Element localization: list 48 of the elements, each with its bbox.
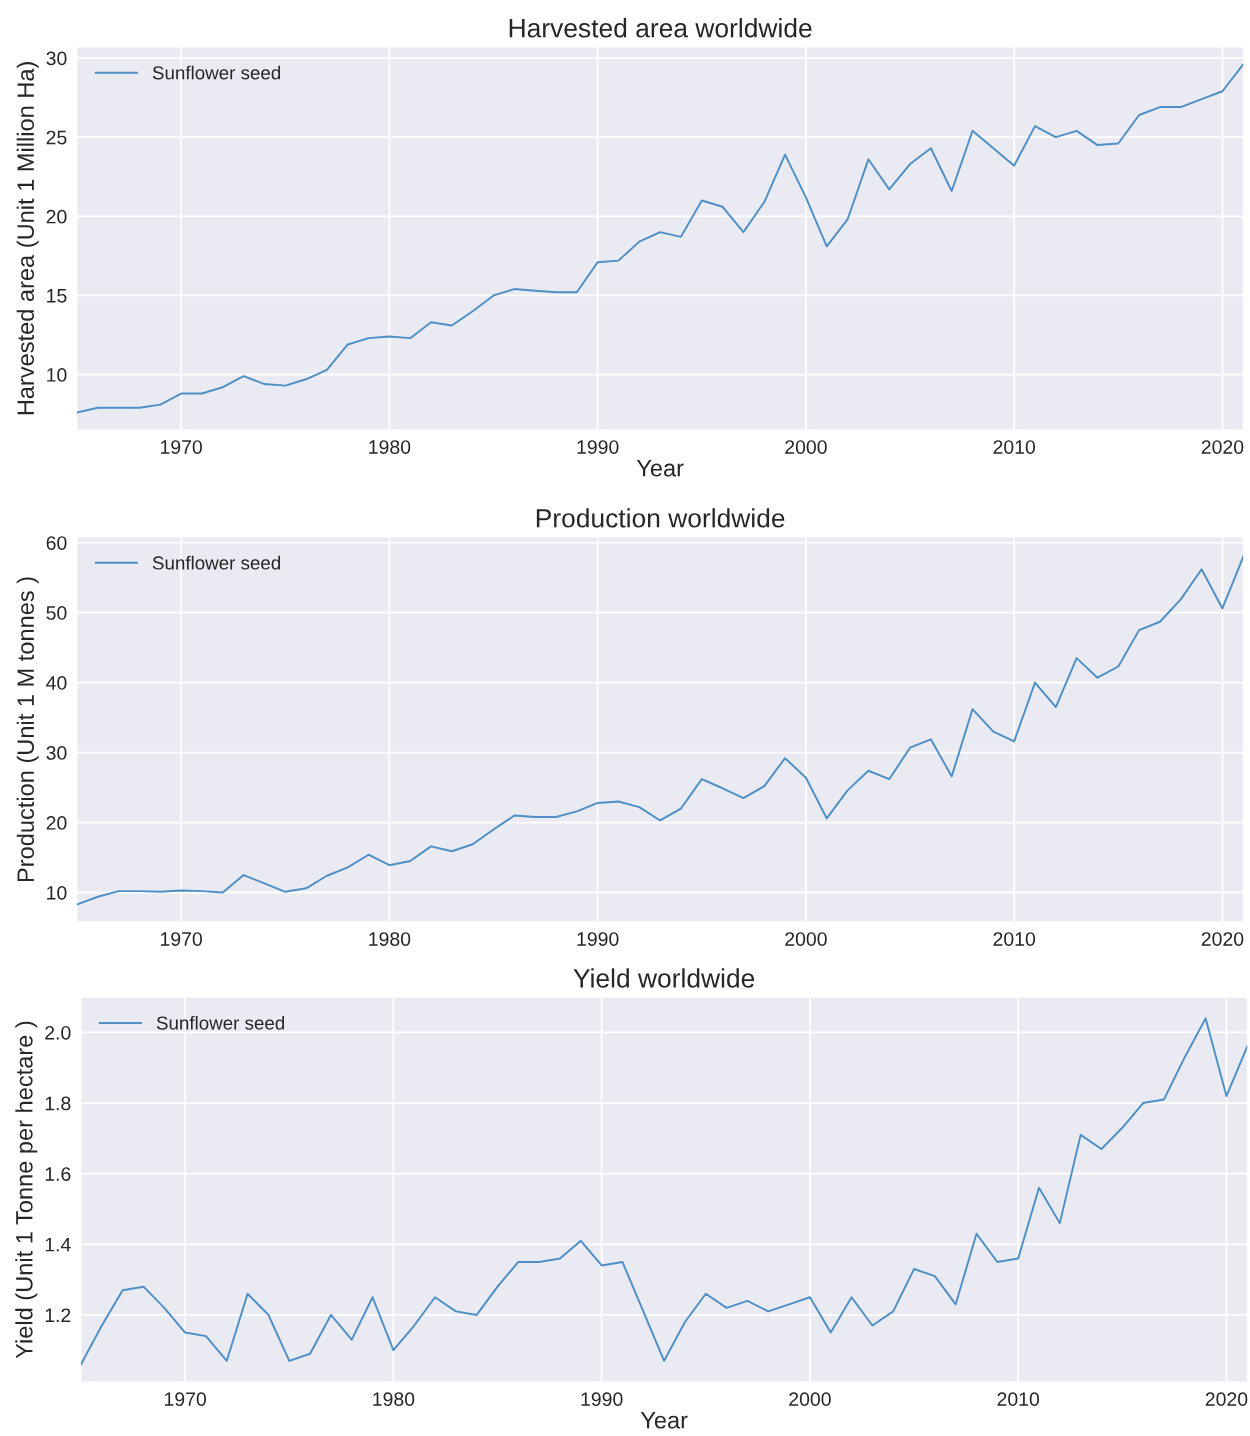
x-tick-label: 1970	[164, 1392, 206, 1407]
y-tick-label: 1.8	[45, 1096, 71, 1111]
y-tick-label: 50	[46, 606, 67, 620]
legend-label: Sunflower seed	[152, 555, 281, 570]
y-tick-label: 60	[46, 536, 67, 550]
x-tick-label: 1970	[160, 440, 202, 454]
legend-label: Sunflower seed	[152, 65, 281, 80]
x-tick-label: 2020	[1201, 440, 1244, 454]
x-tick-label: 2020	[1201, 932, 1244, 946]
x-tick-label: 1980	[369, 440, 411, 454]
x-tick-label: 1990	[577, 932, 619, 946]
y-tick-label: 1.6	[45, 1167, 71, 1181]
y-tick-label: 10	[47, 885, 67, 900]
y-tick-label: 40	[46, 676, 67, 690]
y-axis-title: Harvested area (Unit 1 Million Ha)	[16, 62, 39, 415]
x-tick-label: 1990	[577, 440, 619, 454]
line-series	[77, 63, 1244, 414]
y-tick-label: 1.2	[45, 1308, 71, 1322]
y-tick-label: 25	[46, 130, 67, 145]
x-tick-label: 2010	[993, 440, 1036, 454]
y-tick-label: 30	[46, 51, 67, 66]
y-tick-label: 20	[46, 209, 67, 224]
y-tick-label: 1.4	[45, 1237, 71, 1252]
x-tick-label: 2020	[1205, 1392, 1248, 1407]
x-tick-label: 2000	[789, 1392, 831, 1407]
chart-title: Harvested area worldwide	[509, 18, 812, 38]
x-tick-label: 1980	[373, 1392, 415, 1407]
y-tick-label: 20	[46, 816, 67, 830]
y-tick-label: 10	[47, 368, 67, 382]
y-axis-title: Production (Unit 1 M tonnes )	[16, 577, 39, 882]
x-tick-label: 1970	[160, 932, 202, 946]
x-tick-label: 1990	[581, 1392, 623, 1407]
x-axis-title: Year	[640, 1412, 688, 1429]
legend-label: Sunflower seed	[156, 1015, 285, 1030]
y-tick-label: 2.0	[45, 1025, 71, 1040]
x-tick-label: 1980	[369, 932, 411, 946]
chart-title: Production worldwide	[536, 508, 785, 528]
x-tick-label: 2000	[785, 932, 827, 946]
x-axis-title: Year	[636, 460, 684, 477]
x-tick-label: 2010	[997, 1392, 1040, 1407]
y-tick-label: 30	[46, 746, 67, 760]
line-series	[81, 1017, 1248, 1366]
y-axis-title: Yield (Unit 1 Tonne per hectare )	[15, 1021, 38, 1359]
x-tick-label: 2010	[993, 932, 1036, 946]
y-tick-label: 15	[47, 289, 67, 303]
line-series	[77, 555, 1244, 906]
x-tick-label: 2000	[785, 440, 827, 454]
chart-title: Yield worldwide	[573, 968, 755, 988]
